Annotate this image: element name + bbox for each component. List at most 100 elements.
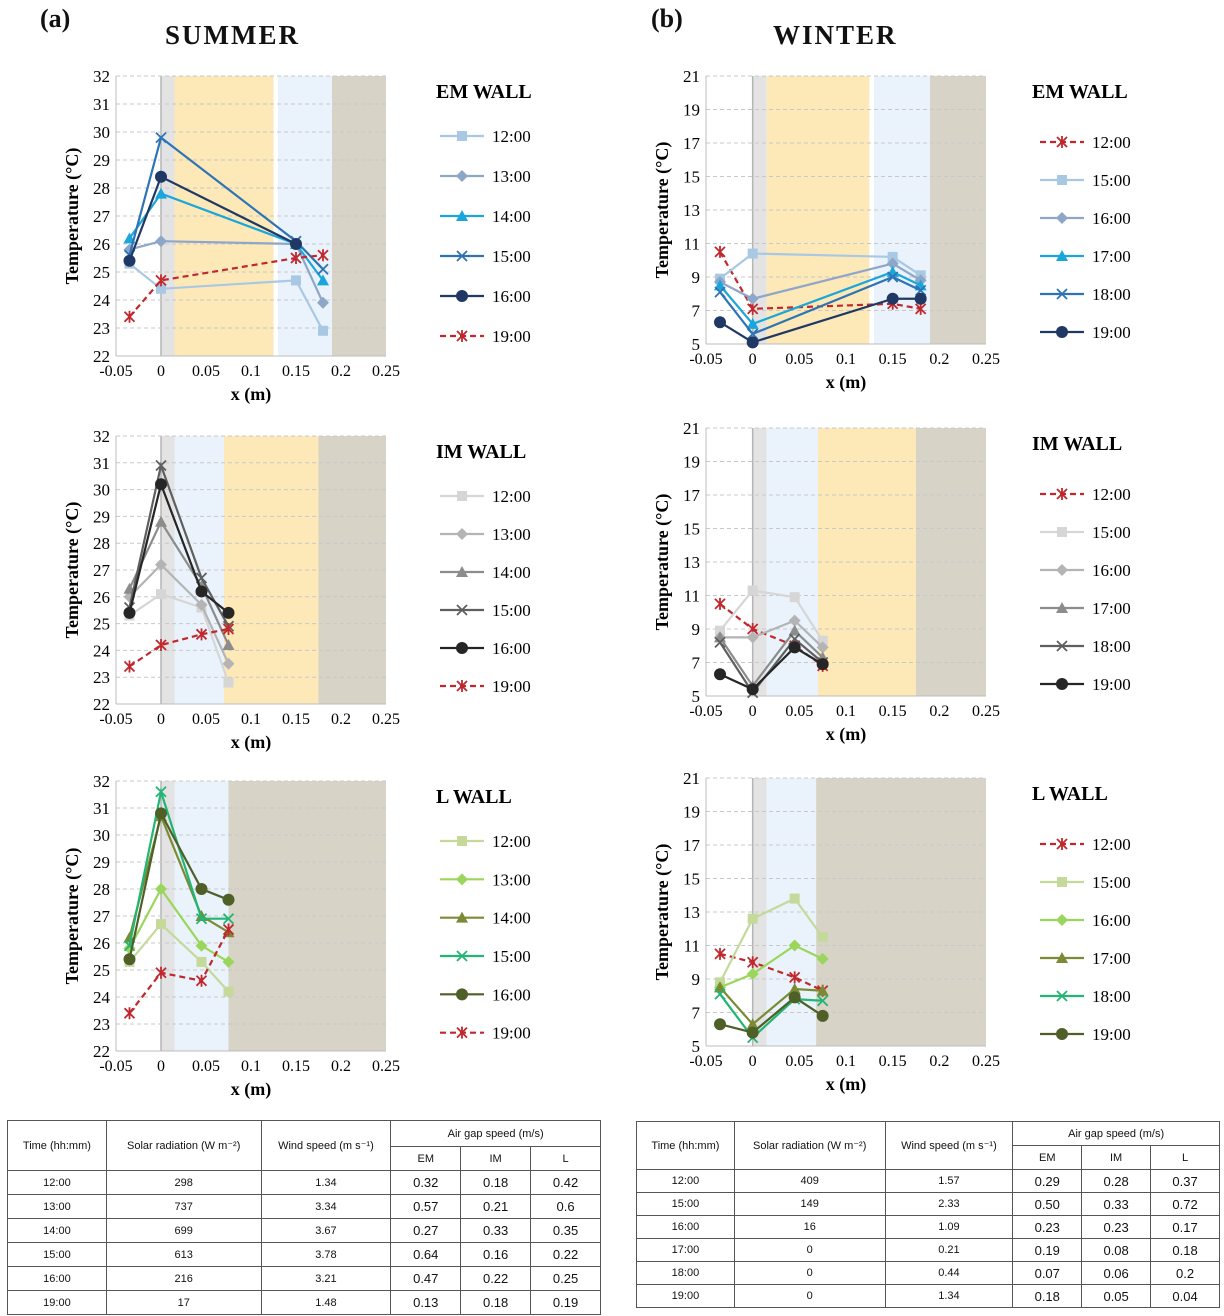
legend-marker — [456, 680, 468, 692]
chart-summer-l-wall: 22 23 24 25 26 27 28 29 30 31 32 -0.05 0 0.05 0.1 0.15 0… — [62, 772, 531, 1100]
series-line — [128, 519, 230, 646]
cell-solar: 0 — [733, 1284, 886, 1308]
series-line — [128, 928, 230, 1014]
data-point — [887, 271, 899, 283]
legend-marker — [456, 330, 468, 342]
data-point — [123, 931, 136, 943]
table-row: 13:00 737 3.34 0.57 0.21 0.6 — [7, 1194, 601, 1219]
legend-item: 18:00 — [1040, 637, 1131, 656]
data-point — [222, 955, 235, 968]
header-time: Time (hh:mm) — [636, 1121, 735, 1170]
y-tick-label: 13 — [683, 903, 700, 922]
cell-l: 0.6 — [530, 1194, 601, 1219]
table-row: 15:00 613 3.78 0.64 0.16 0.22 — [7, 1242, 601, 1267]
cell-em: 0.27 — [390, 1218, 462, 1243]
series-line — [719, 986, 823, 1026]
y-tick-label: 27 — [93, 207, 111, 226]
legend-label: 14:00 — [492, 207, 531, 226]
data-point — [746, 631, 759, 644]
data-point — [714, 245, 726, 258]
table-row: 15:00 149 2.33 0.50 0.33 0.72 — [636, 1192, 1220, 1216]
y-tick-label: 27 — [93, 907, 111, 926]
cell-em: 0.57 — [390, 1194, 462, 1219]
legend-marker — [456, 950, 468, 962]
data-point — [195, 974, 208, 987]
legend-marker — [1057, 175, 1067, 185]
header-air-gap-speed: Air gap speed (m/s) — [390, 1120, 601, 1147]
data-point — [156, 589, 166, 600]
legend-label: 13:00 — [492, 525, 531, 544]
y-tick-label: 22 — [93, 695, 110, 714]
legend-item: 12:00 — [1040, 133, 1131, 152]
legend-item: 15:00 — [440, 601, 531, 620]
cell-time: 18:00 — [636, 1261, 735, 1285]
x-tick-label: -0.05 — [689, 703, 722, 720]
data-point — [196, 956, 207, 967]
legend-item: 19:00 — [440, 327, 531, 346]
x-tick-label: 0.05 — [192, 1058, 220, 1075]
x-tick-label: 0.1 — [241, 1058, 261, 1075]
legend-item: 16:00 — [1040, 209, 1131, 228]
x-tick-label: 0.1 — [241, 363, 261, 380]
header-solar-radiation: Solar radiation (W m⁻²) — [733, 1121, 886, 1170]
cell-wind: 1.34 — [260, 1170, 392, 1195]
data-point — [155, 515, 167, 527]
legend-marker — [456, 290, 468, 302]
y-tick-label: 29 — [93, 507, 110, 526]
chart-title: EM WALL — [1032, 81, 1128, 103]
y-tick-label: 25 — [93, 263, 110, 282]
legend-marker — [1056, 640, 1068, 652]
y-tick-label: 23 — [93, 1015, 110, 1034]
y-tick-label: 15 — [683, 168, 700, 187]
y-tick-label: 24 — [93, 641, 111, 660]
data-point — [915, 284, 927, 297]
legend-label: 19:00 — [1092, 323, 1131, 342]
x-tick-label: 0.2 — [331, 1058, 351, 1075]
legend-item: 14:00 — [440, 909, 531, 928]
legend-label: 15:00 — [492, 947, 531, 966]
legend-item: 13:00 — [440, 167, 531, 186]
y-tick-label: 32 — [93, 772, 110, 791]
x-tick-label: -0.05 — [99, 1058, 132, 1075]
y-tick-label: 25 — [93, 961, 110, 980]
data-point — [123, 254, 136, 267]
y-tick-label: 21 — [683, 67, 700, 86]
data-point — [317, 296, 329, 309]
chart-summer-em-wall: 22 23 24 25 26 27 28 29 30 31 32 -0.05 0 0.05 0.1 0.15 0… — [62, 67, 532, 405]
x-tick-label: 0.15 — [879, 1053, 907, 1070]
legend-marker — [456, 528, 468, 540]
legend-marker — [456, 604, 468, 616]
x-axis-label: x (m) — [826, 724, 866, 745]
legend-item: 18:00 — [1040, 987, 1131, 1006]
data-point — [714, 1018, 726, 1031]
legend-marker — [456, 566, 468, 577]
cell-l: 0.18 — [1150, 1238, 1220, 1262]
data-point — [886, 292, 899, 305]
x-tick-label: 0.1 — [241, 711, 261, 728]
y-tick-label: 23 — [93, 319, 110, 338]
cell-em: 0.19 — [1012, 1238, 1083, 1262]
x-tick-label: -0.05 — [689, 1053, 722, 1070]
cell-time: 19:00 — [7, 1290, 107, 1315]
cell-solar: 0 — [733, 1261, 886, 1285]
chart-title: IM WALL — [1032, 433, 1122, 455]
series-line — [719, 952, 824, 992]
legend-marker — [1056, 678, 1068, 690]
x-tick-label: 0.25 — [972, 351, 1000, 368]
cell-em: 0.32 — [390, 1170, 462, 1195]
x-axis-label: x (m) — [231, 1079, 271, 1100]
series-1900 — [714, 292, 927, 349]
series-line — [719, 646, 824, 691]
data-point — [222, 622, 235, 635]
x-axis-label: x (m) — [231, 732, 271, 753]
cell-l: 0.22 — [530, 1242, 601, 1267]
legend-label: 13:00 — [492, 167, 531, 186]
legend-label: 16:00 — [1092, 561, 1131, 580]
series-1500 — [123, 786, 235, 952]
cell-time: 14:00 — [7, 1218, 107, 1243]
legend-label: 16:00 — [492, 639, 531, 658]
cell-wind: 0.44 — [884, 1261, 1014, 1285]
series-line — [128, 787, 229, 946]
y-tick-label: 31 — [93, 95, 110, 114]
data-point — [123, 606, 136, 619]
